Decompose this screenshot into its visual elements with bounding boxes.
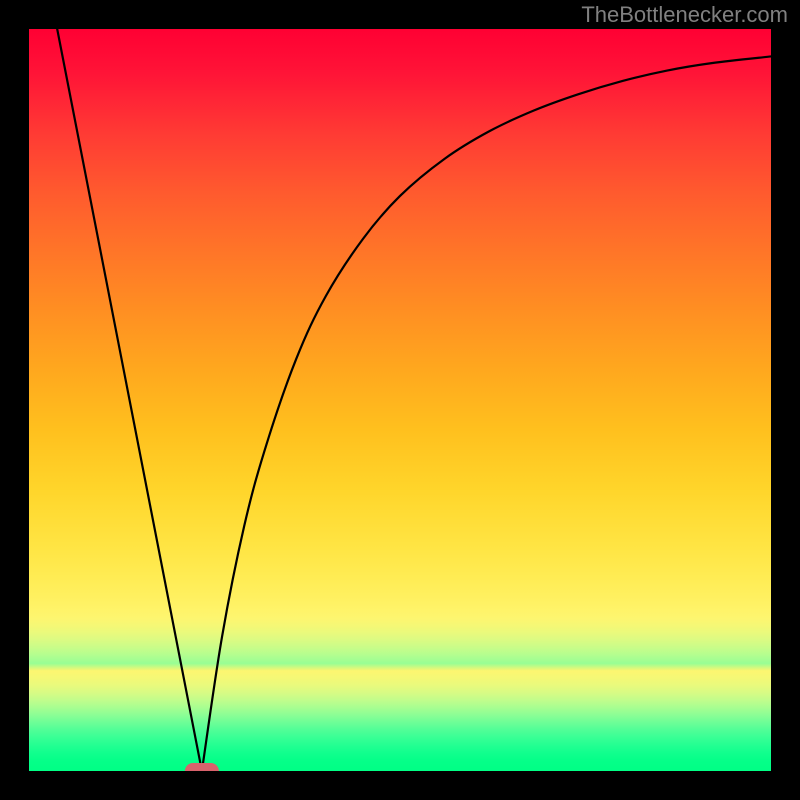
chart-background-gradient (29, 29, 771, 771)
chart-container: TheBottlenecker.com (0, 0, 800, 800)
watermark-text: TheBottlenecker.com (581, 2, 788, 28)
chart-svg (0, 0, 800, 800)
